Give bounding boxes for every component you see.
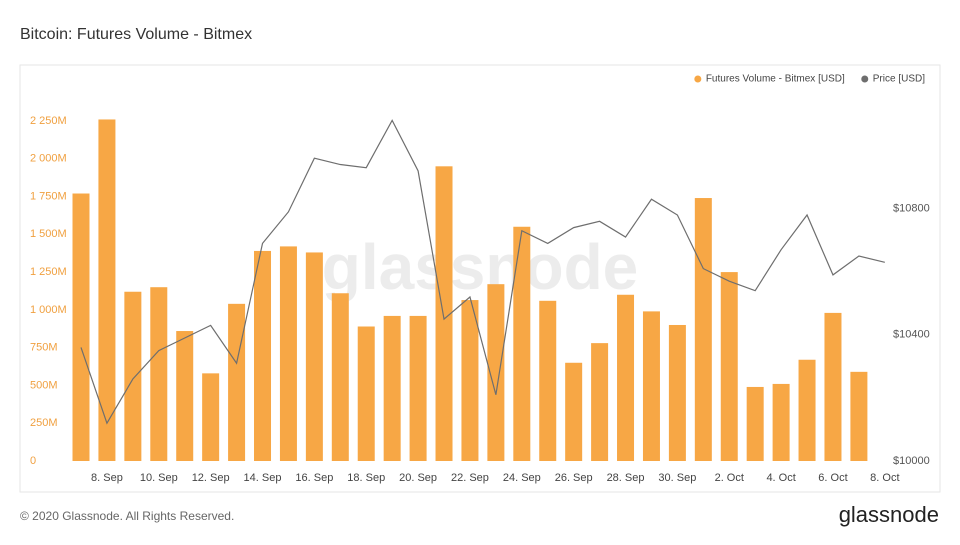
y2-tick-label: $10800 — [893, 203, 930, 215]
bar — [720, 272, 738, 461]
x-tick-label: 24. Sep — [503, 472, 541, 484]
x-tick-label: 26. Sep — [555, 472, 593, 484]
x-tick-label: 16. Sep — [295, 472, 333, 484]
x-tick-label: 20. Sep — [399, 472, 437, 484]
bar — [176, 331, 194, 461]
legend-label: Futures Volume - Bitmex [USD] — [706, 74, 845, 85]
x-tick-label: 28. Sep — [607, 472, 645, 484]
y-tick-label: 2 250M — [30, 115, 67, 127]
x-tick-label: 22. Sep — [451, 472, 489, 484]
legend-swatch — [861, 75, 869, 83]
y-tick-label: 2 000M — [30, 153, 67, 165]
legend-label: Price [USD] — [873, 74, 925, 85]
x-tick-label: 8. Oct — [870, 472, 899, 484]
x-tick-label: 12. Sep — [192, 472, 230, 484]
price-line — [80, 119, 885, 425]
x-tick-label: 2. Oct — [715, 472, 744, 484]
logo: glassnode — [839, 502, 939, 527]
bar — [357, 326, 375, 461]
bar — [228, 303, 246, 461]
bar — [461, 300, 479, 461]
bar — [772, 383, 790, 461]
y2-tick-label: $10400 — [893, 329, 930, 341]
bar — [202, 373, 220, 461]
x-tick-label: 4. Oct — [766, 472, 795, 484]
bar — [591, 343, 609, 461]
bar — [617, 294, 635, 461]
bar — [331, 293, 349, 461]
legend-swatch — [694, 75, 702, 83]
bar — [746, 386, 764, 461]
x-tick-label: 18. Sep — [347, 472, 385, 484]
x-tick-label: 10. Sep — [140, 472, 178, 484]
x-tick-label: 8. Sep — [91, 472, 123, 484]
y-tick-label: 500M — [30, 379, 58, 391]
bar — [72, 193, 90, 462]
footer: © 2020 Glassnode. All Rights Reserved. — [20, 509, 234, 523]
watermark: glassnode — [322, 231, 639, 303]
bar — [513, 226, 531, 461]
bar — [254, 250, 272, 461]
bar — [279, 246, 297, 461]
y-tick-label: 250M — [30, 417, 58, 429]
bar — [565, 362, 583, 461]
bar — [668, 324, 686, 461]
y-tick-label: 1 250M — [30, 266, 67, 278]
bar — [824, 312, 842, 461]
bar — [642, 311, 660, 461]
x-tick-label: 6. Oct — [818, 472, 847, 484]
y2-tick-label: $10000 — [893, 455, 930, 467]
bar — [850, 371, 868, 461]
bar — [409, 315, 427, 461]
bar — [435, 166, 453, 461]
y-tick-label: 0 — [30, 455, 36, 467]
bar — [150, 287, 168, 461]
bar — [305, 252, 323, 461]
y-tick-label: 1 500M — [30, 228, 67, 240]
y-tick-label: 1 000M — [30, 304, 67, 316]
y-tick-label: 750M — [30, 342, 58, 354]
page-title: Bitcoin: Futures Volume - Bitmex — [20, 26, 252, 43]
bar — [383, 315, 401, 461]
bar — [98, 119, 116, 462]
bar — [487, 284, 505, 461]
y-tick-label: 1 750M — [30, 190, 67, 202]
x-tick-label: 30. Sep — [658, 472, 696, 484]
bar — [124, 291, 142, 461]
bar — [539, 300, 557, 461]
bar — [798, 359, 816, 461]
x-tick-label: 14. Sep — [244, 472, 282, 484]
bar — [694, 198, 712, 462]
